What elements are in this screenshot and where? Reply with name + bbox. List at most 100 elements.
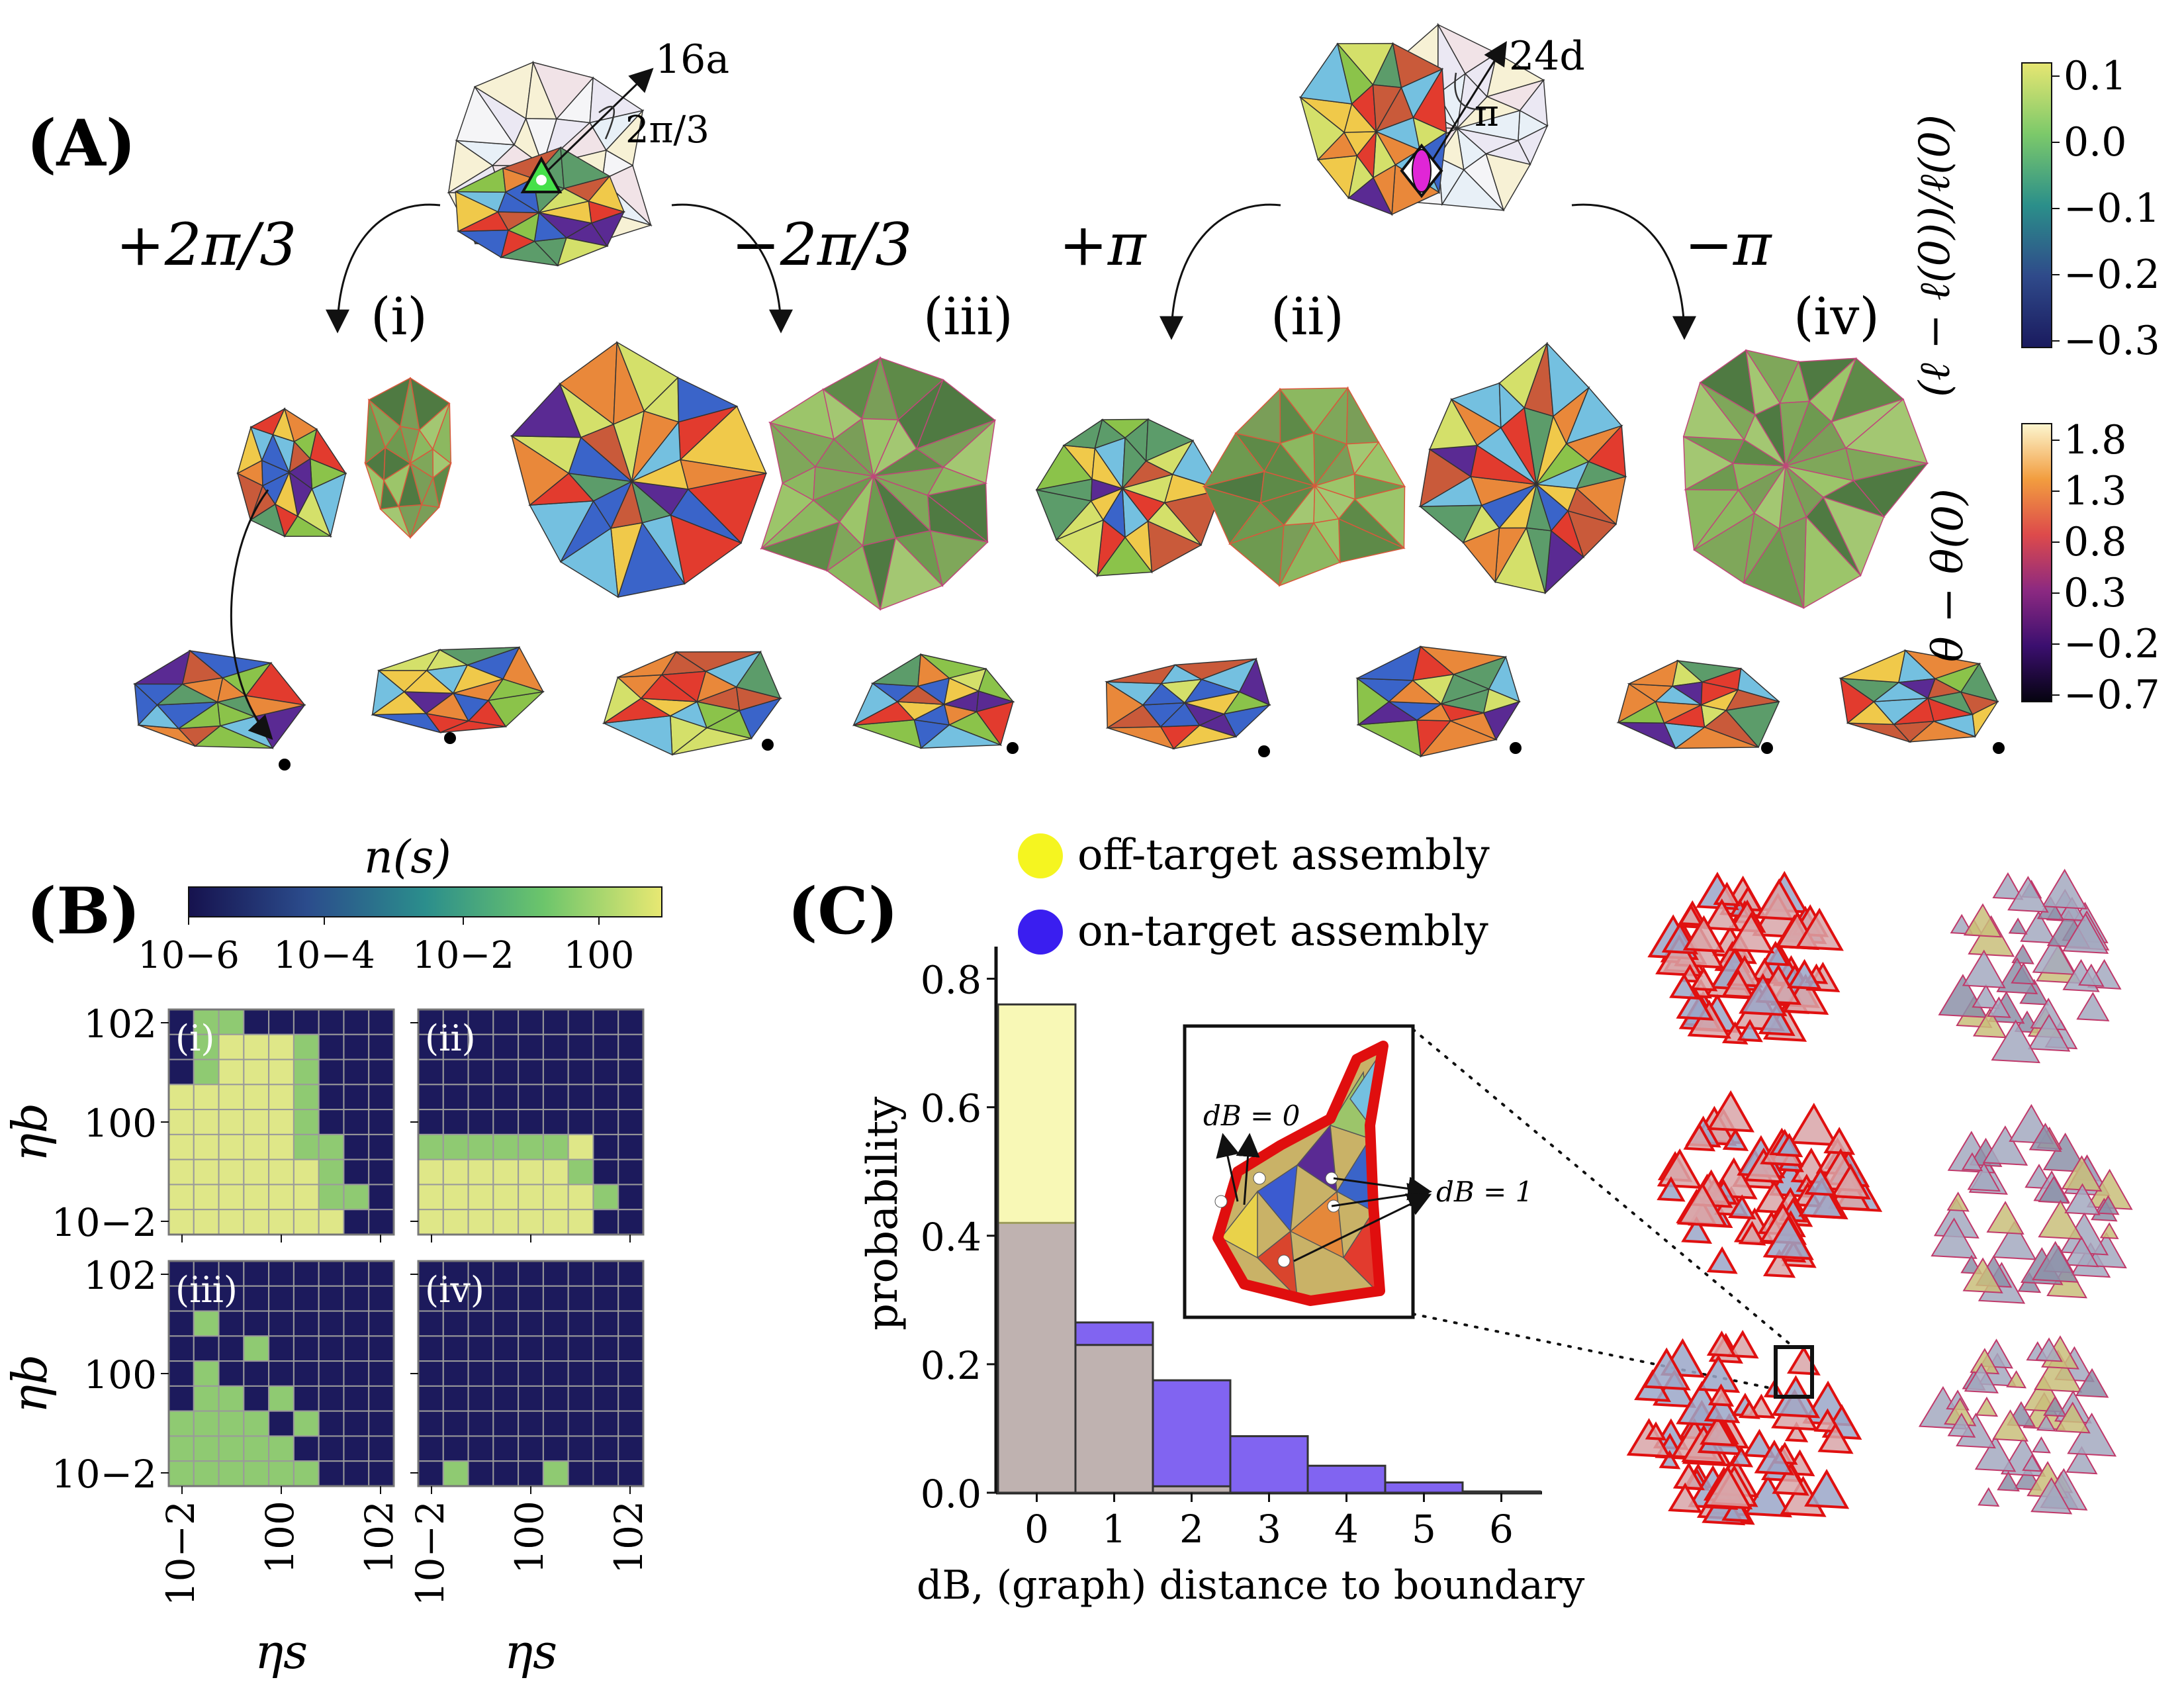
shell-face: [1375, 117, 1421, 151]
heatmap-cell: [492, 1460, 520, 1487]
heatmap-cell: [592, 1460, 619, 1487]
heatmap-cell: [268, 1335, 295, 1362]
heatmap-cell: [567, 1260, 594, 1287]
assembly-face: [2007, 876, 2049, 913]
assembly-face: [2042, 868, 2088, 910]
y-tick-label: 10−2: [52, 1200, 157, 1245]
heatmap-cell: [193, 1058, 220, 1086]
heatmap-cell: [442, 1360, 469, 1387]
heatmap-cell: [418, 1435, 444, 1462]
bar-on-target: [1384, 1481, 1464, 1494]
heatmap-cell: [542, 1435, 569, 1462]
angle-tick-label: 1.3: [2064, 468, 2126, 514]
arrow-to-i: [326, 203, 441, 334]
heatmap-cell: [368, 1385, 395, 1412]
heatmap-cell: [318, 1410, 345, 1437]
seed-shell-16a: [447, 60, 653, 267]
x-tick-label: 100: [507, 1501, 552, 1574]
assembly-face: [1704, 898, 1741, 931]
shell-face: [1534, 460, 1590, 489]
heatmap-cell: [193, 1109, 220, 1135]
assembly-face: [1676, 1182, 1728, 1227]
assembly-face: [1642, 1347, 1691, 1391]
heatmap-cell: [243, 1260, 270, 1287]
assembly-face: [1737, 1019, 1763, 1043]
assembly-face: [1817, 1422, 1854, 1454]
heatmap-cell: [193, 1084, 220, 1111]
boundary-inset: dB = 0 dB = 1: [1183, 1024, 1795, 1391]
heatmap-cell: [343, 1310, 370, 1337]
heatmap-cell: [442, 1385, 469, 1412]
y-tick-label: 0.0: [921, 1472, 981, 1517]
heatmap-cell: [268, 1184, 295, 1211]
heatmap-cell: [518, 1033, 544, 1060]
shell-face: [1184, 691, 1241, 715]
on-target-render-2: [1931, 1103, 2133, 1304]
fragment-anchor-dot: [444, 732, 456, 744]
legend-label: off-target assembly: [1077, 831, 1490, 880]
heatmap-cell: [592, 1360, 619, 1387]
heatmap-cell: [442, 1460, 469, 1487]
heatmap-cell: [467, 1360, 494, 1387]
heatmap-cell: [567, 1335, 594, 1362]
assembled-shells-row: [236, 341, 1929, 611]
rotation-axis-16a: [541, 68, 654, 177]
strain-tick-label: −0.3: [2064, 318, 2160, 364]
heatmap-cell: [467, 1410, 494, 1437]
heatmap-cell: [343, 1184, 370, 1211]
heatmap-cell: [492, 1109, 520, 1135]
x-tick-label: 100: [257, 1501, 302, 1574]
heatmap-cell: [168, 1184, 195, 1211]
heatmap-cell: [518, 1158, 544, 1186]
shell-face: [409, 448, 434, 479]
assembly-face: [1978, 1487, 2000, 1507]
heatmap-cell: [492, 1360, 520, 1387]
shell-face: [695, 686, 741, 712]
heatmap-cell: [368, 1335, 395, 1362]
assembly-face: [2030, 1477, 2073, 1515]
bar-on-target: [1461, 1490, 1541, 1494]
minus-2pi3-label: −2π/3: [731, 211, 912, 279]
heatmap-label: (iii): [175, 1269, 238, 1311]
arrow-to-iii: [671, 203, 793, 334]
heatmap-cell: [193, 1460, 220, 1487]
heatmap-cell: [268, 1260, 295, 1287]
heatmap-cell: [168, 1158, 195, 1186]
heatmap-cell: [617, 1310, 645, 1337]
assembly-face: [1982, 1125, 2028, 1166]
shell-face: [1356, 720, 1422, 757]
heatmap-cell: [368, 1310, 395, 1337]
heatmap-cell: [592, 1435, 619, 1462]
heatmap-cell: [467, 1184, 494, 1211]
fragment: [132, 649, 306, 749]
heatmap-cell: [467, 1310, 494, 1337]
heatmap-cell: [518, 1109, 544, 1135]
shell-face: [1457, 110, 1521, 142]
heatmap-cell: [293, 1209, 320, 1235]
shell-i-strained: [364, 377, 452, 539]
order-label-24d: 24d: [1509, 33, 1585, 79]
heatmap-cell: [293, 1184, 320, 1211]
heatmap-cell: [492, 1209, 520, 1235]
assembly-face: [2064, 1183, 2101, 1215]
rotation-axis-24d: [1422, 40, 1507, 176]
heatmap-cell: [243, 1133, 270, 1160]
rotation-arc-24d: [1454, 72, 1486, 111]
heatmap-cell: [193, 1285, 220, 1312]
assembly-face: [2032, 1241, 2079, 1283]
off-target-render-3: [1626, 1330, 1862, 1526]
assembly-face: [1754, 1439, 1795, 1476]
heatmap-cell: [343, 1435, 370, 1462]
assembly-face: [1726, 1330, 1759, 1359]
heatmap-cell: [418, 1410, 444, 1437]
x-tick-label: 2: [1179, 1507, 1204, 1552]
heatmap-cell: [418, 1058, 444, 1086]
heatmap-cell: [467, 1385, 494, 1412]
heatmap-cell: [492, 1335, 520, 1362]
inset-arrow-a: [1216, 1133, 1240, 1202]
heatmap-cell: [542, 1460, 569, 1487]
angle-tick-label: 0.8: [2064, 519, 2126, 565]
inset-arrow-e: [1293, 1194, 1432, 1262]
assembly-face: [1804, 1469, 1850, 1509]
heatmap-cell: [542, 1285, 569, 1312]
